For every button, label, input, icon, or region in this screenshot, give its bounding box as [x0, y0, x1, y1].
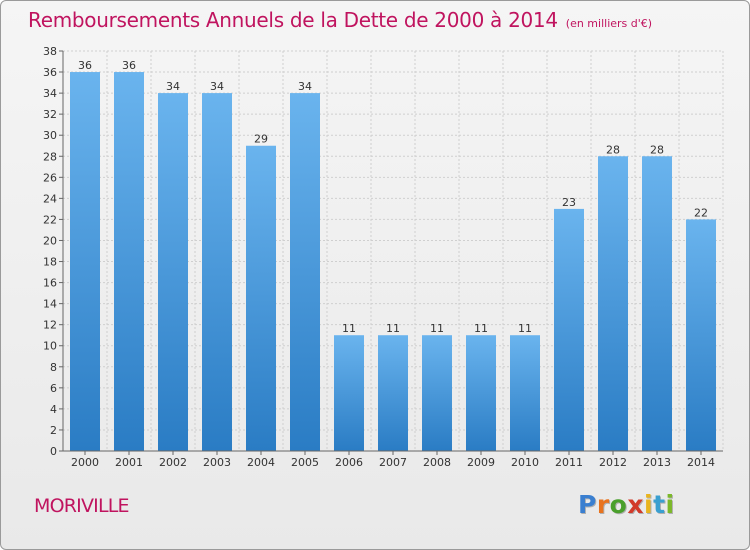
x-tick-label: 2011 [555, 456, 583, 469]
data-label: 34 [298, 80, 312, 93]
x-tick-label: 2014 [687, 456, 715, 469]
x-tick-label: 2008 [423, 456, 451, 469]
chart-subtitle: (en milliers d'€) [565, 17, 653, 30]
x-tick-label: 2001 [115, 456, 143, 469]
commune-name: MORIVILLE [34, 495, 130, 517]
y-tick-label: 32 [43, 108, 57, 121]
x-tick-label: 2007 [379, 456, 407, 469]
data-label: 34 [210, 80, 224, 93]
data-label: 11 [474, 322, 488, 335]
y-tick-label: 10 [43, 340, 57, 353]
logo-letter: i [665, 490, 675, 519]
bar [554, 208, 584, 451]
bar [290, 93, 320, 452]
bar [598, 156, 628, 451]
y-tick-label: 34 [43, 87, 57, 100]
axes [59, 50, 723, 455]
proxiti-logo: Proxiti [578, 490, 675, 519]
chart-title: Remboursements Annuels de la Dette de 20… [28, 8, 652, 32]
data-label: 11 [430, 322, 444, 335]
bar [378, 335, 408, 451]
bar [422, 335, 452, 451]
logo-letter: o [609, 490, 628, 519]
data-label: 11 [518, 322, 532, 335]
x-tick-label: 2010 [511, 456, 539, 469]
x-tick-label: 2004 [247, 456, 275, 469]
labels: 0246810121416182022242628303234363836200… [43, 45, 715, 469]
data-label: 22 [694, 206, 708, 219]
logo-letter: x [627, 490, 644, 519]
x-tick-label: 2005 [291, 456, 319, 469]
y-tick-label: 16 [43, 277, 57, 290]
y-tick-label: 28 [43, 150, 57, 163]
bar [510, 335, 540, 451]
data-label: 36 [78, 59, 92, 72]
bar [114, 72, 144, 451]
data-label: 11 [342, 322, 356, 335]
x-tick-label: 2009 [467, 456, 495, 469]
y-tick-label: 0 [50, 445, 57, 458]
bar [686, 219, 716, 451]
bar [202, 93, 232, 452]
y-tick-label: 8 [50, 361, 57, 374]
data-label: 23 [562, 196, 576, 209]
bar [158, 93, 188, 452]
logo-letter: P [578, 490, 597, 519]
chart-title-text: Remboursements Annuels de la Dette de 20… [28, 8, 558, 32]
y-tick-label: 24 [43, 192, 57, 205]
y-tick-label: 6 [50, 382, 57, 395]
y-tick-label: 14 [43, 298, 57, 311]
y-tick-label: 18 [43, 256, 57, 269]
logo-letter: t [653, 490, 666, 519]
logo-letter: i [644, 490, 654, 519]
data-label: 28 [650, 143, 664, 156]
y-tick-label: 20 [43, 234, 57, 247]
y-tick-label: 36 [43, 66, 57, 79]
bar [246, 145, 276, 451]
logo-letter: r [596, 490, 610, 519]
y-tick-label: 22 [43, 213, 57, 226]
x-tick-label: 2012 [599, 456, 627, 469]
data-label: 11 [386, 322, 400, 335]
bar [642, 156, 672, 451]
y-tick-label: 30 [43, 129, 57, 142]
x-tick-label: 2000 [71, 456, 99, 469]
bar [466, 335, 496, 451]
y-tick-label: 4 [50, 403, 57, 416]
y-tick-label: 2 [50, 424, 57, 437]
x-tick-label: 2013 [643, 456, 671, 469]
y-tick-label: 12 [43, 319, 57, 332]
x-tick-label: 2003 [203, 456, 231, 469]
x-tick-label: 2002 [159, 456, 187, 469]
y-tick-label: 38 [43, 45, 57, 58]
x-tick-label: 2006 [335, 456, 363, 469]
y-tick-label: 26 [43, 171, 57, 184]
bar [334, 335, 364, 451]
data-label: 28 [606, 143, 620, 156]
data-label: 36 [122, 59, 136, 72]
bar [70, 72, 100, 451]
data-label: 34 [166, 80, 180, 93]
bars [70, 72, 716, 452]
data-label: 29 [254, 133, 268, 146]
